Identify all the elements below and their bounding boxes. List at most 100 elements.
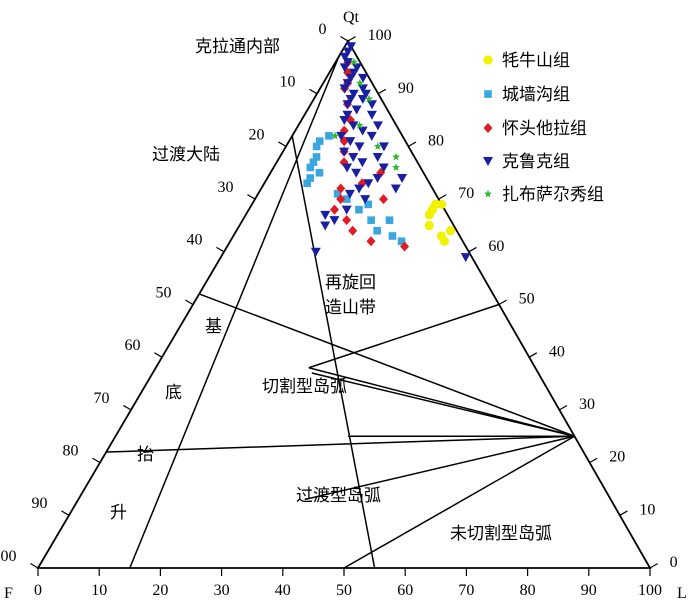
left-tick-mark — [309, 88, 318, 95]
data-point-triangle-down — [357, 158, 368, 168]
bottom-tick-label: 60 — [397, 582, 413, 599]
bottom-tick-label: 100 — [638, 582, 662, 599]
right-tick-mark — [347, 36, 356, 42]
data-point-triangle-down — [372, 152, 383, 162]
data-point-triangle-down — [351, 168, 362, 178]
right-tick-label: 80 — [428, 132, 444, 149]
data-point-square — [343, 195, 351, 203]
data-point-star — [373, 142, 382, 150]
data-point-triangle-down — [341, 205, 352, 215]
data-point-star — [364, 94, 373, 103]
data-point-triangle-down — [342, 47, 353, 57]
right-tick-label: 70 — [458, 185, 474, 202]
legend-symbols — [483, 55, 493, 198]
data-point-triangle-down — [339, 147, 350, 157]
legend-symbol-star — [484, 189, 492, 198]
data-point-triangle-down — [336, 131, 347, 141]
field-label-basement-uplift-2: 底 — [165, 383, 182, 403]
data-point-triangle-down — [363, 179, 374, 189]
data-point-diamond — [348, 225, 358, 236]
data-point-diamond — [400, 241, 410, 252]
data-point-star — [331, 131, 340, 140]
data-point-triangle-down — [366, 110, 377, 120]
field-boundary-line — [343, 435, 575, 569]
data-point-triangle-down — [354, 184, 365, 194]
data-point-triangle-down — [342, 58, 353, 68]
data-point-square — [312, 142, 321, 151]
data-point-square — [315, 137, 324, 145]
data-point-triangle-down — [320, 210, 331, 220]
data-point-triangle-down — [348, 89, 359, 99]
data-point-triangle-down — [378, 163, 389, 173]
data-point-star — [392, 163, 400, 171]
field-label-basement-uplift-1: 基 — [205, 317, 222, 337]
data-point-star — [349, 57, 358, 66]
data-point-triangle-down — [360, 195, 371, 205]
field-boundary-line — [106, 435, 575, 453]
data-point-star — [355, 78, 364, 87]
left-tick-label: 60 — [124, 337, 140, 354]
bottom-tick-label: 80 — [520, 582, 536, 599]
data-point-triangle-down — [339, 116, 350, 126]
field-label-transitional-continental: 过渡大陆 — [152, 145, 220, 165]
legend-symbol-diamond — [483, 123, 493, 133]
left-tick-label: 90 — [31, 495, 47, 512]
data-point-square — [385, 216, 394, 224]
data-point-triangle-down — [372, 174, 383, 184]
field-boundaries — [106, 56, 575, 569]
data-point-square — [325, 132, 333, 140]
right-tick-label: 0 — [670, 554, 678, 571]
data-point-star — [355, 121, 364, 129]
right-tick-label: 10 — [639, 501, 655, 518]
left-tick-label: 50 — [155, 284, 171, 301]
data-point-triangle-down — [357, 94, 368, 104]
data-point-triangle-down — [348, 152, 359, 162]
right-tick-label: 30 — [579, 396, 595, 413]
field-boundary-line — [304, 435, 575, 501]
right-tick-mark — [377, 88, 387, 95]
field-label-basement-uplift-4: 升 — [110, 503, 127, 523]
data-point-triangle-down — [345, 94, 356, 104]
data-point-triangle-down — [339, 84, 350, 94]
left-tick-label: 80 — [62, 442, 78, 459]
data-point-triangle-down — [346, 42, 357, 52]
data-point-square — [364, 200, 372, 209]
left-tick-label: 20 — [248, 126, 264, 143]
data-point-circle — [437, 199, 447, 209]
data-point-square — [388, 232, 397, 240]
right-tick-mark — [468, 246, 477, 253]
data-point-circle — [439, 236, 449, 246]
data-point-square — [315, 168, 324, 177]
legend-label-3: 克鲁克组 — [502, 152, 570, 172]
left-tick-mark — [92, 457, 101, 464]
data-point-triangle-down — [357, 84, 368, 94]
data-point-triangle-down — [310, 247, 321, 257]
bottom-tick-label: 20 — [152, 582, 168, 599]
legend-symbol-triangle-down — [483, 157, 493, 166]
data-point-triangle-down — [339, 63, 350, 73]
data-point-diamond — [329, 204, 339, 215]
left-tick-mark — [185, 299, 194, 306]
data-point-triangle-down — [460, 253, 471, 263]
bottom-tick-label: 90 — [581, 582, 597, 599]
corner-label-top: Qt — [343, 9, 360, 26]
corner-label-left: F — [4, 585, 13, 601]
right-tick-mark — [589, 457, 598, 464]
left-tick-mark — [340, 36, 349, 42]
field-label-recycled-orogen-2: 造山带 — [325, 298, 376, 318]
left-tick-label: 100 — [0, 548, 16, 565]
left-tick-label: 30 — [217, 179, 233, 196]
data-point-square — [306, 174, 315, 182]
data-point-triangle-down — [397, 174, 408, 184]
right-tick-mark — [559, 405, 568, 411]
data-point-star — [392, 152, 401, 161]
data-point-triangle-down — [342, 79, 353, 89]
right-tick-label: 90 — [398, 80, 414, 97]
legend-label-4: 扎布萨尕秀组 — [502, 185, 604, 205]
right-tick-mark — [649, 563, 658, 569]
data-point-triangle-down — [344, 189, 355, 199]
left-tick-mark — [278, 141, 287, 147]
data-point-triangle-down — [342, 100, 353, 110]
data-point-square — [373, 226, 381, 235]
